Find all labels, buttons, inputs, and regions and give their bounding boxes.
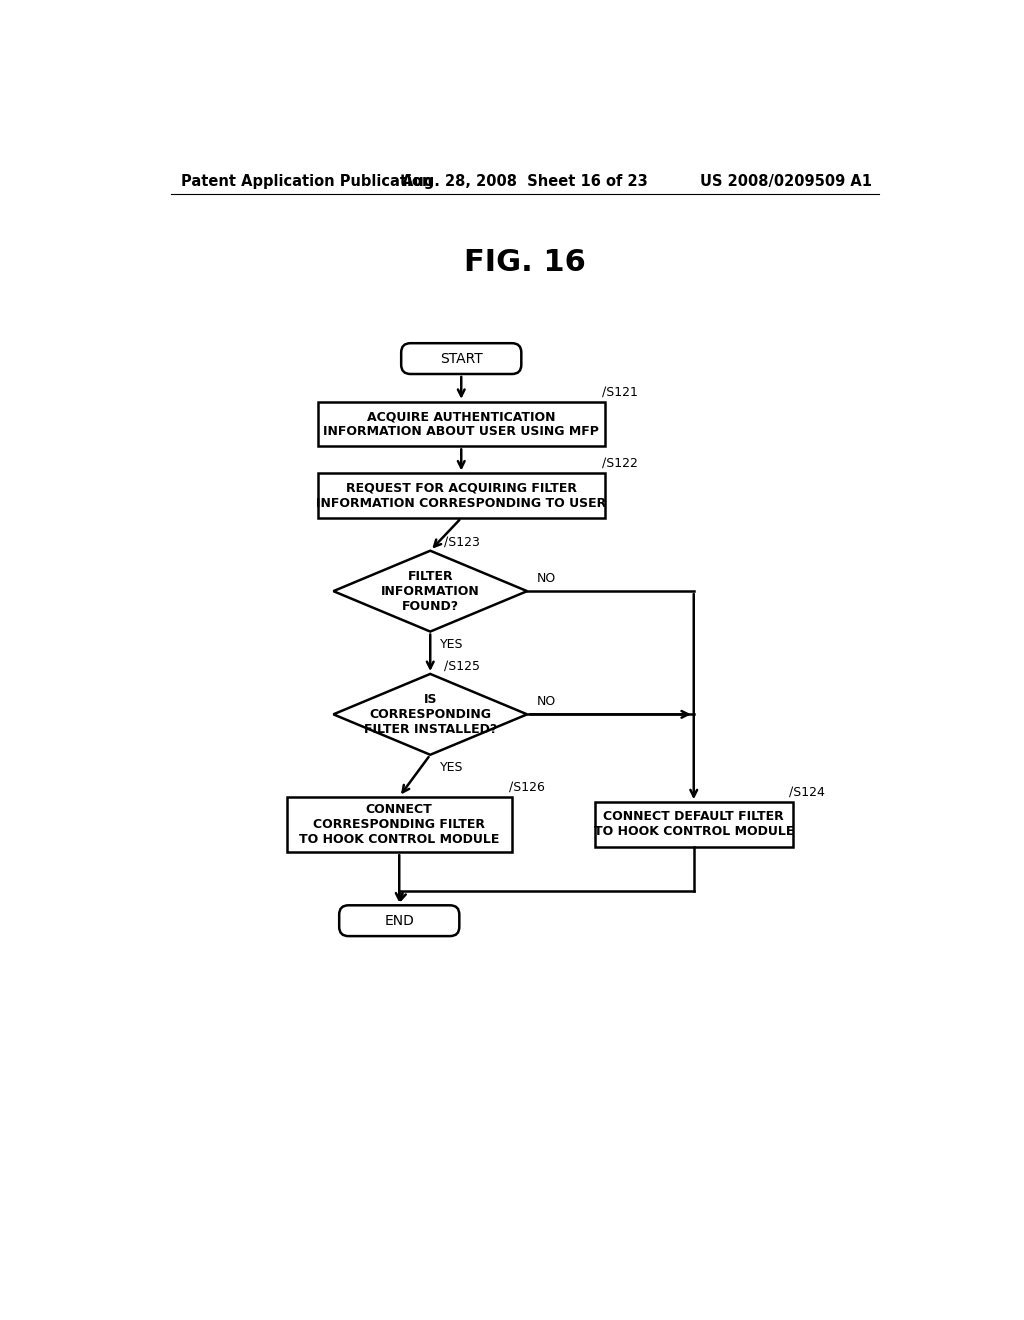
Text: START: START [440, 351, 482, 366]
Text: CONNECT
CORRESPONDING FILTER
TO HOOK CONTROL MODULE: CONNECT CORRESPONDING FILTER TO HOOK CON… [299, 803, 500, 846]
Text: NO: NO [537, 696, 556, 708]
FancyBboxPatch shape [339, 906, 460, 936]
Bar [317, 474, 604, 517]
Text: YES: YES [439, 638, 463, 651]
Polygon shape [334, 675, 527, 755]
Text: FIG. 16: FIG. 16 [464, 248, 586, 277]
Bar [287, 797, 512, 853]
Text: IS
CORRESPONDING
FILTER INSTALLED?: IS CORRESPONDING FILTER INSTALLED? [364, 693, 497, 735]
Text: END: END [384, 913, 414, 928]
Bar [595, 803, 793, 847]
Text: ∕S121: ∕S121 [601, 385, 637, 399]
Text: ∕S125: ∕S125 [444, 660, 480, 672]
Text: US 2008/0209509 A1: US 2008/0209509 A1 [700, 174, 872, 189]
Text: REQUEST FOR ACQUIRING FILTER
INFORMATION CORRESPONDING TO USER: REQUEST FOR ACQUIRING FILTER INFORMATION… [316, 482, 606, 510]
Text: NO: NO [537, 572, 556, 585]
Text: ACQUIRE AUTHENTICATION
INFORMATION ABOUT USER USING MFP: ACQUIRE AUTHENTICATION INFORMATION ABOUT… [324, 411, 599, 438]
Text: YES: YES [439, 760, 463, 774]
Text: Aug. 28, 2008  Sheet 16 of 23: Aug. 28, 2008 Sheet 16 of 23 [402, 174, 647, 189]
Polygon shape [334, 550, 527, 631]
Bar [317, 401, 604, 446]
Text: CONNECT DEFAULT FILTER
TO HOOK CONTROL MODULE: CONNECT DEFAULT FILTER TO HOOK CONTROL M… [594, 810, 794, 838]
FancyBboxPatch shape [401, 343, 521, 374]
Text: ∕S122: ∕S122 [601, 457, 637, 470]
Text: FILTER
INFORMATION
FOUND?: FILTER INFORMATION FOUND? [381, 570, 479, 612]
Text: ∕S123: ∕S123 [444, 536, 480, 549]
Text: ∕S124: ∕S124 [790, 785, 825, 799]
Text: Patent Application Publication: Patent Application Publication [180, 174, 432, 189]
Text: ∕S126: ∕S126 [509, 780, 545, 793]
